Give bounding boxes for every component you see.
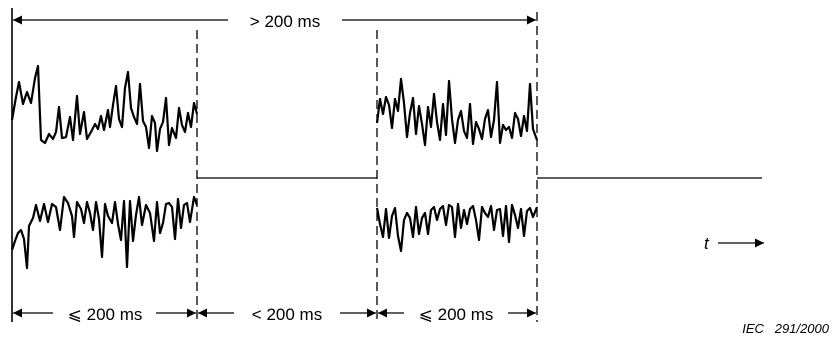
burst2-duration-label: ⩽ 200 ms (419, 305, 494, 324)
burst1-upper-waveform (10, 64, 199, 153)
burst1-lower-waveform (10, 195, 199, 270)
burst2-lower-waveform (375, 202, 539, 253)
figure-reference: IEC 291/2000 (742, 321, 829, 336)
burst2-upper-waveform (375, 77, 539, 147)
top-span-label: > 200 ms (250, 12, 320, 31)
time-axis-label: t (704, 234, 710, 253)
burst1-duration-label: ⩽ 200 ms (68, 305, 143, 324)
gap-duration-label: < 200 ms (252, 305, 322, 324)
